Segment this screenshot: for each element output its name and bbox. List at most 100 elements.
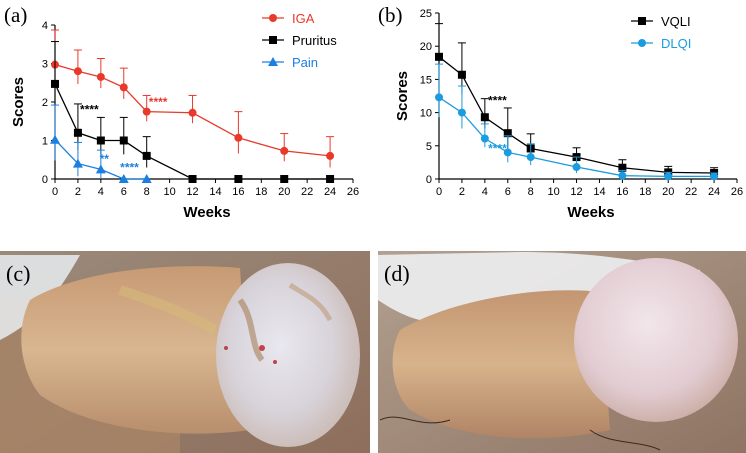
data-point — [710, 172, 719, 181]
data-point — [503, 148, 512, 157]
y-tick-label: 15 — [420, 74, 432, 86]
chart-b-legend: VQLI DLQI — [631, 14, 691, 51]
x-tick-label: 22 — [301, 186, 313, 198]
photo-d-glans — [574, 258, 738, 422]
legend-marker — [638, 39, 646, 47]
y-axis-title: Scores — [394, 71, 411, 121]
data-point — [188, 175, 197, 183]
data-point — [480, 113, 489, 122]
x-tick-label: 14 — [593, 186, 605, 198]
photo-c-lesion-1 — [237, 298, 265, 362]
x-tick-label: 18 — [639, 186, 651, 198]
series-dlqi — [435, 63, 719, 181]
data-point — [280, 146, 289, 155]
chart-a: (a) 0 2 4 6 8 10 12 14 16 18 20 22 24 2601234WeeksSco… — [4, 3, 359, 221]
x-axis-title: Weeks — [183, 204, 230, 221]
y-tick-label: 2 — [42, 97, 48, 109]
y-tick-label: 0 — [42, 174, 48, 186]
chart-b-axes: 0 2 4 6 8 10 12 14 16 18 20 22 24 260510152025WeeksSc… — [394, 8, 743, 221]
x-tick-label: 16 — [616, 186, 628, 198]
photo-c-glans — [216, 263, 360, 447]
x-tick-label: 12 — [186, 186, 198, 198]
photo-d-hair-1 — [379, 416, 451, 424]
x-tick-label: 0 — [52, 186, 58, 198]
x-tick-label: 4 — [482, 186, 488, 198]
chart-a-marks: ************** — [50, 29, 335, 183]
significance-annotation: **** — [120, 160, 139, 174]
x-tick-label: 2 — [459, 186, 465, 198]
x-tick-label: 10 — [163, 186, 175, 198]
data-point — [503, 129, 512, 138]
data-point — [96, 136, 105, 145]
data-point — [618, 171, 627, 180]
x-tick-label: 24 — [708, 186, 720, 198]
photo-c-red-spot-1 — [259, 345, 265, 351]
x-tick-label: 6 — [505, 186, 511, 198]
photo-c-stain — [118, 285, 218, 335]
data-point — [457, 108, 466, 117]
x-tick-label: 20 — [278, 186, 290, 198]
photo-c-lesion-2 — [288, 282, 333, 322]
legend-label: IGA — [292, 11, 315, 26]
photo-c-shaft — [21, 266, 250, 434]
series-pain — [50, 104, 152, 183]
x-tick-label: 10 — [547, 186, 559, 198]
x-tick-label: 8 — [528, 186, 534, 198]
data-point — [280, 175, 289, 183]
data-point — [664, 172, 673, 181]
data-point — [326, 151, 335, 160]
y-axis-title: Scores — [10, 77, 27, 127]
significance-annotation: **** — [488, 141, 507, 155]
y-tick-label: 25 — [420, 8, 432, 20]
data-point — [72, 158, 83, 168]
x-tick-label: 2 — [75, 186, 81, 198]
data-point — [526, 153, 535, 162]
panel-label-a: (a) — [4, 3, 27, 27]
photo-c-red-spot-3 — [224, 346, 228, 350]
data-point — [141, 174, 152, 183]
x-tick-label: 14 — [209, 186, 221, 198]
significance-annotation: **** — [488, 94, 507, 108]
data-point — [95, 164, 106, 174]
data-point — [119, 83, 128, 92]
panel-label-d: (d) — [384, 261, 410, 286]
data-point — [50, 134, 60, 144]
panel-label-c: (c) — [6, 261, 30, 286]
legend-label: Pain — [292, 55, 318, 70]
data-point — [234, 133, 243, 142]
x-tick-label: 6 — [121, 186, 127, 198]
x-tick-label: 0 — [436, 186, 442, 198]
legend-marker — [638, 17, 646, 25]
legend-label: VQLI — [661, 14, 691, 29]
x-tick-label: 4 — [98, 186, 104, 198]
data-point — [480, 134, 489, 143]
photo-c-red-spot-2 — [273, 360, 277, 364]
data-point — [73, 67, 82, 76]
chart-b: (b) 0 2 4 6 8 10 12 14 16 18 20 22 24 260510152025Wee… — [378, 3, 743, 221]
legend-marker — [269, 14, 277, 22]
significance-annotation: **** — [149, 95, 168, 109]
significance-annotation: ** — [100, 152, 110, 166]
x-tick-label: 16 — [232, 186, 244, 198]
x-tick-label: 26 — [347, 186, 359, 198]
series-iga — [51, 29, 335, 168]
y-tick-label: 1 — [42, 136, 48, 148]
data-point — [435, 93, 443, 102]
data-point — [119, 136, 128, 145]
chart-a-legend: IGA Pruritus Pain — [262, 11, 337, 70]
photo-d: (d) — [378, 251, 746, 453]
data-point — [96, 72, 105, 81]
x-axis-title: Weeks — [567, 204, 614, 221]
legend-label: DLQI — [661, 36, 691, 51]
y-tick-label: 0 — [426, 174, 432, 186]
x-tick-label: 24 — [324, 186, 336, 198]
data-point — [572, 163, 581, 172]
x-tick-label: 18 — [255, 186, 267, 198]
data-point — [142, 151, 151, 160]
data-point — [326, 175, 335, 183]
legend-marker — [269, 36, 277, 44]
legend-label: Pruritus — [292, 33, 337, 48]
data-point — [457, 70, 466, 79]
legend-marker — [268, 57, 278, 66]
